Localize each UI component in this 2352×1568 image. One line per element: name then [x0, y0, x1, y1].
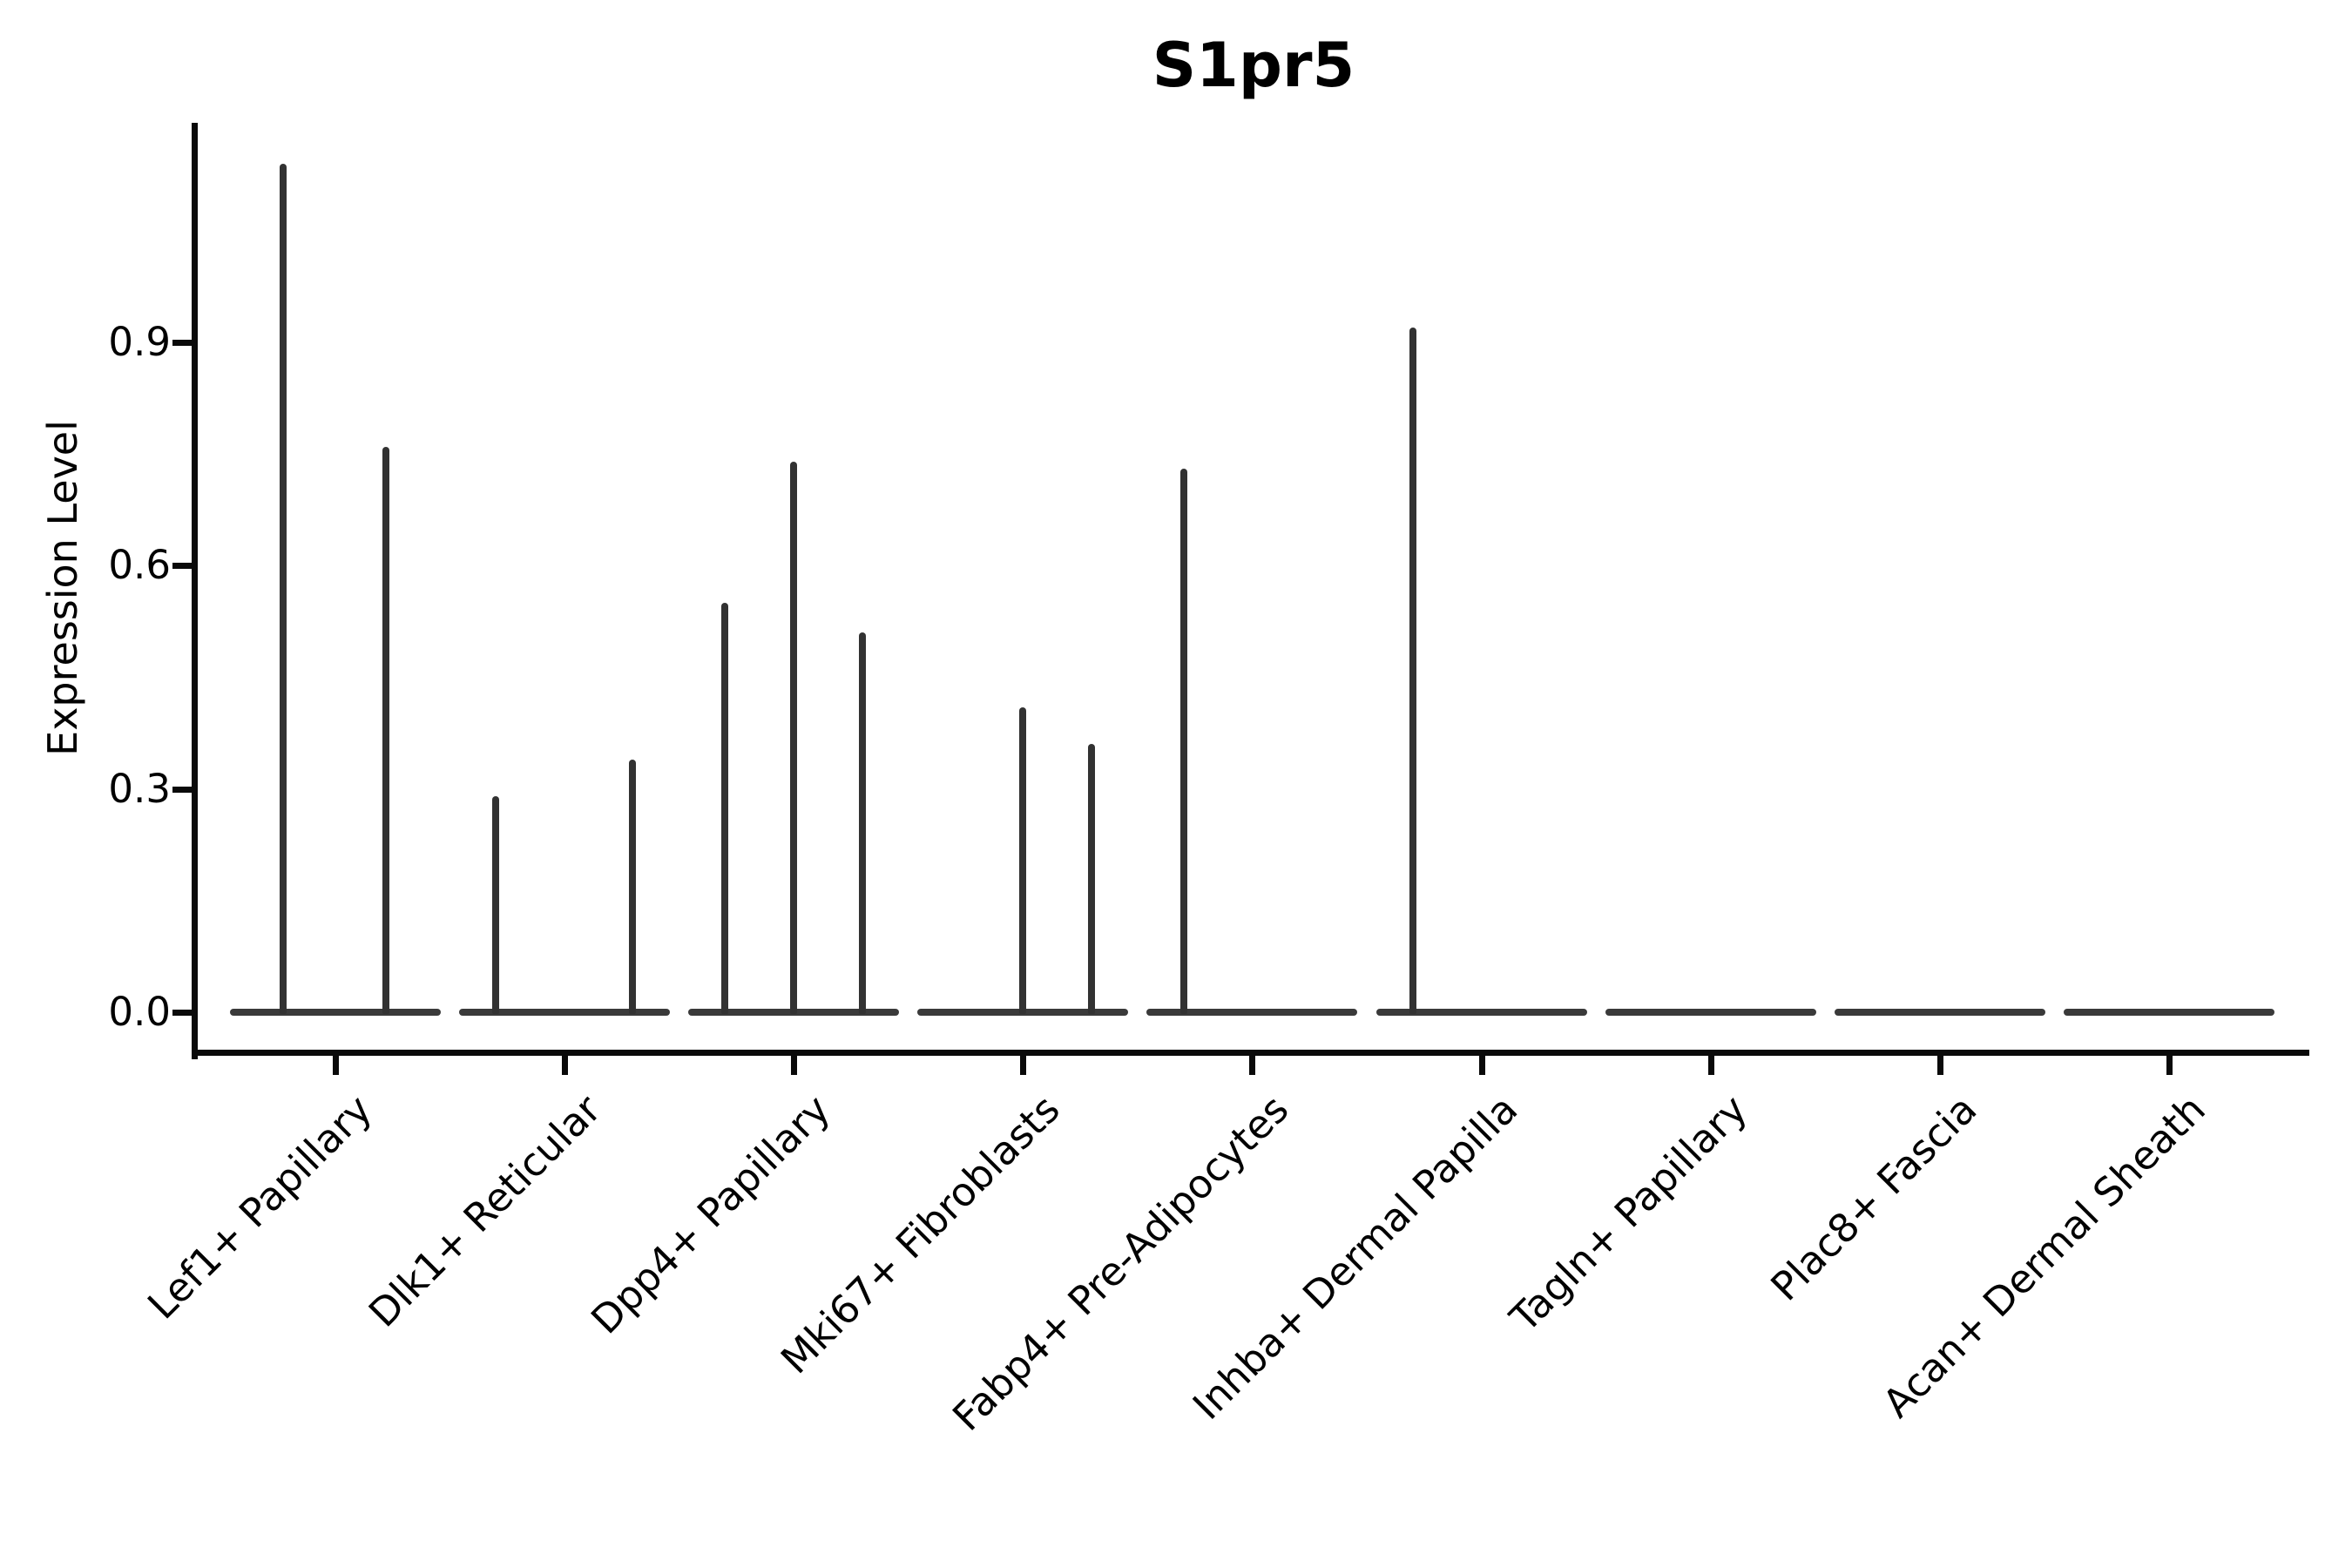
- x-tickmark: [333, 1056, 339, 1075]
- x-tickmark: [562, 1056, 569, 1075]
- x-tick-label: Plac8+ Fascia: [1761, 1085, 1985, 1310]
- violin-baseline: [1605, 1009, 1816, 1016]
- x-tickmark: [1249, 1056, 1256, 1075]
- violin-spike: [382, 446, 389, 1014]
- y-tick-label: 0.9: [108, 319, 171, 366]
- violin-spike: [629, 759, 637, 1014]
- violin-baseline: [1146, 1009, 1358, 1016]
- x-tickmark: [2166, 1056, 2173, 1075]
- violin-baseline: [230, 1009, 441, 1016]
- x-tick-label: Dpp4+ Papillary: [582, 1085, 840, 1343]
- violin-baseline: [2063, 1009, 2274, 1016]
- y-tickmark: [172, 340, 192, 347]
- y-tick-label: 0.6: [108, 542, 171, 589]
- violin-spike: [1180, 469, 1188, 1014]
- y-tick-label: 0.3: [108, 765, 171, 812]
- x-axis-spine: [192, 1050, 2309, 1056]
- violin-spike: [1409, 327, 1416, 1014]
- x-tickmark: [791, 1056, 798, 1075]
- x-tickmark: [1936, 1056, 1943, 1075]
- x-tickmark: [1478, 1056, 1485, 1075]
- violin-spike: [280, 163, 287, 1014]
- chart-title: S1pr5: [1152, 30, 1355, 101]
- x-tickmark: [1707, 1056, 1714, 1075]
- violin-spike: [492, 796, 500, 1014]
- y-tickmark: [172, 563, 192, 570]
- violin-baseline: [459, 1009, 671, 1016]
- violin-baseline: [1375, 1009, 1587, 1016]
- violin-spike: [859, 632, 867, 1014]
- y-tickmark: [172, 786, 192, 793]
- x-tickmark: [1020, 1056, 1027, 1075]
- violin-spike: [721, 603, 729, 1014]
- violin-baseline: [1834, 1009, 2045, 1016]
- violin-spike: [790, 461, 798, 1014]
- x-tick-label: Dlk1+ Reticular: [360, 1085, 611, 1336]
- x-tick-label: Tagln+ Papillary: [1501, 1085, 1756, 1342]
- violin-spike: [1088, 744, 1096, 1014]
- y-tickmark: [172, 1010, 192, 1016]
- y-tick-label: 0.0: [108, 989, 171, 1035]
- y-axis-spine: [192, 123, 198, 1059]
- violin-spike: [1019, 706, 1027, 1014]
- x-tick-label: Lef1+ Papillary: [139, 1085, 382, 1328]
